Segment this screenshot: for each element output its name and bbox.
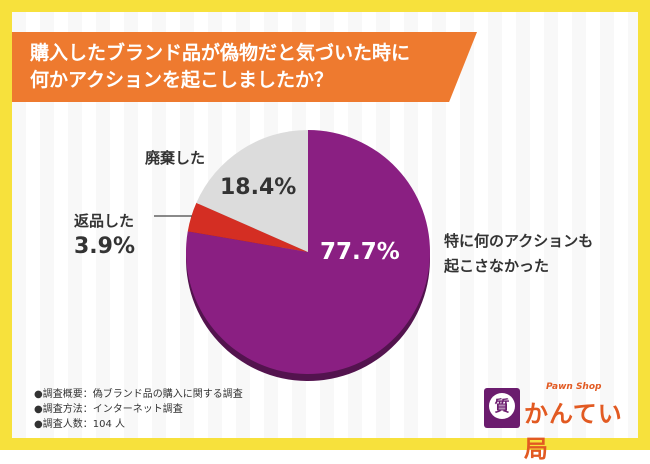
value-discarded: 18.4%	[220, 175, 297, 200]
label-no-action: 特に何のアクションも 起こさなかった	[444, 229, 593, 279]
title-line-2: 何かアクションを起こしましたか？	[30, 69, 334, 91]
pie-slice-returned	[187, 202, 308, 252]
survey-line-3: ●調査人数：104 人	[34, 419, 125, 430]
value-no-action: 77.7%	[320, 239, 400, 265]
brand-logo: 質 Pawn Shop かんてい局	[484, 380, 632, 463]
title-banner: 購入したブランド品が偽物だと気づいた時に 何かアクションを起こしましたか？	[12, 32, 477, 102]
title-line-1: 購入したブランド品が偽物だと気づいた時に	[30, 42, 411, 64]
label-no-action-line-1: 特に何のアクションも	[444, 232, 594, 250]
survey-line-1: ●調査概要：偽ブランド品の購入に関する調査	[34, 389, 243, 400]
label-returned: 返品した	[74, 212, 135, 230]
chart-title: 購入したブランド品が偽物だと気づいた時に 何かアクションを起こしましたか？	[30, 40, 460, 94]
pie-chart	[154, 130, 430, 381]
label-no-action-line-2: 起こさなかった	[444, 257, 550, 275]
pie-slice-no-action	[185, 130, 430, 374]
logo-wordmark: かんてい局	[524, 400, 623, 463]
survey-line-2: ●調査方法：インターネット調査	[34, 404, 183, 415]
value-returned: 3.9%	[74, 234, 136, 259]
pie-slice-discarded	[196, 130, 308, 252]
logo-subtitle: Pawn Shop	[546, 382, 602, 392]
pawn-badge-text: 質	[489, 393, 515, 419]
label-discarded: 廃棄した	[145, 149, 206, 167]
pawn-badge-icon: 質	[484, 388, 520, 428]
survey-notes: ●調査概要：偽ブランド品の購入に関する調査 ●調査方法：インターネット調査 ●調…	[34, 387, 243, 432]
chart-card: 購入したブランド品が偽物だと気づいた時に 何かアクションを起こしましたか？ 廃棄…	[12, 12, 638, 463]
